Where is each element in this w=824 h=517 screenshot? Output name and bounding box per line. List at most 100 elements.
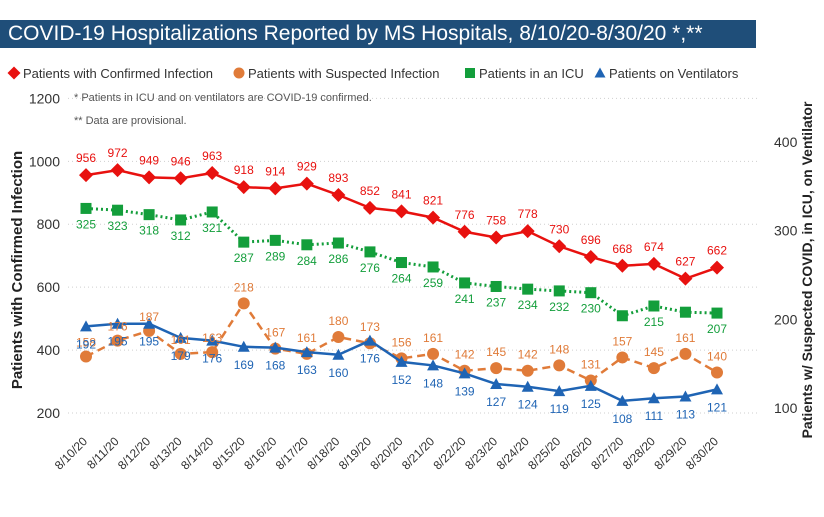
data-point bbox=[143, 317, 156, 329]
title-banner: COVID-19 Hospitalizations Reported by MS… bbox=[0, 20, 756, 48]
data-label: 232 bbox=[549, 300, 569, 314]
data-point bbox=[585, 287, 597, 299]
data-point bbox=[205, 165, 220, 180]
data-point bbox=[396, 257, 407, 269]
data-label: 148 bbox=[423, 376, 443, 390]
data-label: 286 bbox=[328, 252, 348, 266]
data-label: 176 bbox=[360, 352, 380, 366]
data-label: 287 bbox=[234, 251, 254, 265]
data-point bbox=[521, 364, 534, 377]
data-label: 778 bbox=[518, 207, 538, 221]
data-label: 318 bbox=[139, 224, 159, 238]
y-right-axis-label: Patients w/ Suspected COVID, in ICU, on … bbox=[799, 101, 815, 438]
data-label: 169 bbox=[234, 358, 254, 372]
data-label: 148 bbox=[549, 342, 569, 356]
data-point bbox=[647, 362, 660, 375]
data-label: 173 bbox=[360, 320, 380, 334]
data-label: 776 bbox=[455, 208, 475, 222]
legend: Patients with Confirmed Infection Patient… bbox=[7, 66, 739, 81]
data-point bbox=[679, 347, 692, 360]
data-label: 730 bbox=[549, 222, 569, 236]
data-point bbox=[490, 280, 502, 292]
data-point bbox=[174, 331, 187, 343]
data-point bbox=[394, 204, 409, 219]
data-point bbox=[553, 359, 566, 372]
y-left-tick-label: 200 bbox=[37, 405, 61, 421]
data-point bbox=[489, 230, 504, 245]
data-point bbox=[110, 163, 125, 178]
data-point bbox=[331, 187, 346, 202]
data-label: 108 bbox=[612, 412, 632, 426]
data-point bbox=[457, 224, 472, 239]
x-tick-label: 8/23/20 bbox=[462, 434, 500, 472]
x-tick-label: 8/26/20 bbox=[557, 434, 595, 472]
data-label: 111 bbox=[645, 409, 664, 423]
data-label: 125 bbox=[581, 397, 601, 411]
data-point bbox=[427, 261, 439, 273]
data-label: 696 bbox=[581, 233, 601, 247]
data-label: 674 bbox=[644, 240, 664, 254]
data-label: 821 bbox=[423, 194, 443, 208]
data-point bbox=[648, 300, 660, 312]
data-point bbox=[237, 340, 250, 352]
data-label: 139 bbox=[455, 384, 475, 398]
data-label: 176 bbox=[202, 352, 222, 366]
data-point bbox=[269, 234, 281, 246]
data-point bbox=[142, 170, 157, 185]
note-icu-ventilator: * Patients in ICU and on ventilators are… bbox=[74, 92, 372, 104]
legend-marker bbox=[465, 68, 475, 78]
data-label: 179 bbox=[171, 349, 191, 363]
data-label: 161 bbox=[297, 331, 317, 345]
data-point bbox=[679, 390, 692, 402]
data-label: 140 bbox=[707, 350, 727, 364]
x-tick-label: 8/10/20 bbox=[52, 434, 90, 472]
data-point bbox=[174, 347, 187, 360]
data-point bbox=[427, 359, 440, 371]
data-label: 156 bbox=[391, 335, 411, 349]
data-point bbox=[583, 249, 598, 264]
data-point bbox=[79, 168, 93, 183]
data-point bbox=[300, 346, 313, 358]
x-tick-label: 8/15/20 bbox=[210, 434, 248, 472]
data-point bbox=[616, 351, 629, 364]
data-point bbox=[678, 271, 693, 286]
data-label: 187 bbox=[139, 310, 159, 324]
data-label: 929 bbox=[297, 160, 317, 174]
data-point bbox=[80, 202, 92, 214]
data-point bbox=[521, 380, 534, 392]
data-label: 127 bbox=[486, 395, 506, 409]
y-left-tick-label: 600 bbox=[37, 279, 61, 295]
legend-marker bbox=[7, 66, 21, 80]
data-label: 841 bbox=[391, 187, 411, 201]
x-tick-label: 8/25/20 bbox=[525, 434, 563, 472]
data-label: 893 bbox=[328, 171, 348, 185]
data-label: 241 bbox=[455, 292, 475, 306]
data-label: 218 bbox=[234, 280, 254, 294]
data-label: 323 bbox=[108, 219, 128, 233]
data-label: 163 bbox=[297, 363, 317, 377]
x-tick-label: 8/14/20 bbox=[178, 434, 216, 472]
data-point bbox=[520, 224, 535, 239]
y-left-tick-label: 800 bbox=[37, 216, 61, 232]
data-point bbox=[711, 383, 723, 395]
x-tick-label: 8/18/20 bbox=[304, 434, 342, 472]
data-point bbox=[490, 378, 503, 390]
x-tick-label: 8/20/20 bbox=[367, 434, 405, 472]
data-point bbox=[268, 181, 283, 196]
legend-label: Patients with Suspected Infection bbox=[248, 66, 440, 81]
data-point bbox=[363, 334, 376, 346]
y-left-axis-label: Patients with Confirmed Infection bbox=[9, 151, 26, 389]
data-label: 180 bbox=[328, 314, 348, 328]
legend-label: Patients on Ventilators bbox=[609, 66, 739, 81]
data-label: 161 bbox=[675, 331, 695, 345]
note-provisional: ** Data are provisional. bbox=[74, 115, 187, 127]
y-right-tick-label: 400 bbox=[774, 134, 798, 150]
data-point bbox=[332, 237, 344, 249]
legend-label: Patients with Confirmed Infection bbox=[23, 66, 213, 81]
data-point bbox=[301, 239, 313, 251]
data-point bbox=[646, 256, 661, 271]
data-label: 949 bbox=[139, 153, 159, 167]
data-point bbox=[584, 379, 597, 391]
y-left-tick-label: 1200 bbox=[29, 90, 60, 106]
